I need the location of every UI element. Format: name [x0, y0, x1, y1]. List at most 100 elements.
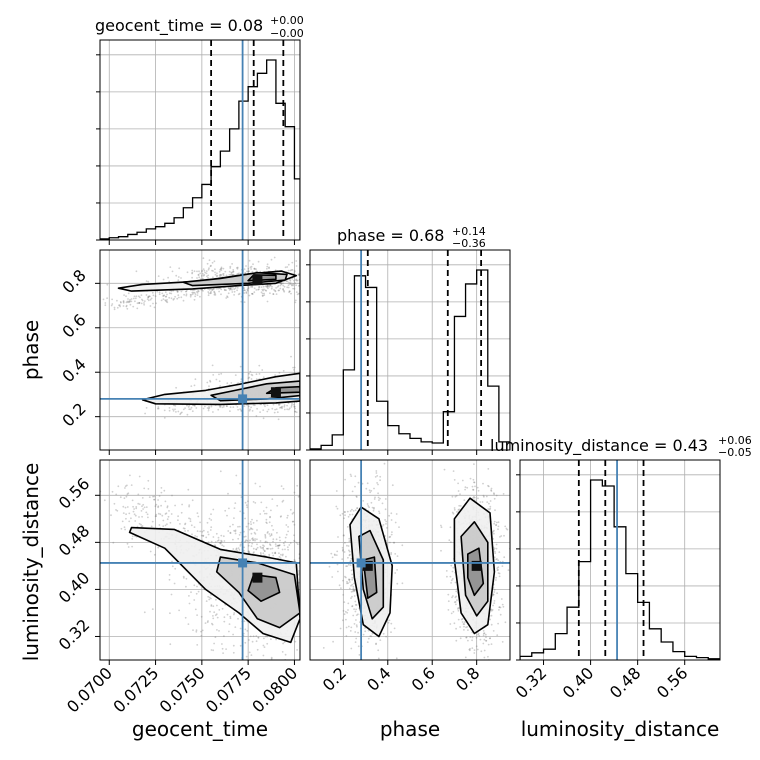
scatter-point: [330, 370, 332, 372]
scatter-point: [203, 269, 206, 272]
scatter-point: [229, 274, 232, 276]
scatter-point: [256, 538, 258, 541]
scatter-point: [178, 267, 181, 270]
scatter-point: [305, 585, 307, 587]
scatter-point: [232, 538, 234, 541]
scatter-point: [387, 621, 390, 624]
scatter-point: [294, 407, 297, 410]
scatter-point: [318, 601, 320, 603]
scatter-point: [305, 271, 307, 273]
scatter-point: [304, 279, 306, 281]
scatter-point: [225, 297, 228, 299]
scatter-point: [288, 281, 290, 284]
scatter-point: [124, 528, 126, 531]
scatter-point: [253, 669, 255, 671]
scatter-point: [382, 632, 385, 635]
scatter-point: [236, 406, 239, 408]
scatter-point: [164, 513, 167, 515]
scatter-point: [337, 570, 339, 573]
panel-phase-vs-distance: 0.2 0.4 0.6 0.8 phase: [309, 459, 511, 741]
scatter-point: [287, 548, 289, 551]
scatter-point: [385, 520, 388, 523]
scatter-point: [275, 545, 277, 547]
scatter-point: [147, 479, 150, 482]
scatter-point: [263, 545, 265, 547]
scatter-point: [347, 515, 350, 518]
scatter-point: [188, 505, 191, 508]
scatter-point: [355, 614, 358, 616]
scatter-point: [327, 392, 329, 394]
scatter-point: [249, 266, 252, 269]
scatter-point: [495, 543, 498, 546]
scatter-point: [482, 630, 485, 632]
scatter-point: [319, 555, 321, 557]
scatter-point: [328, 565, 331, 568]
scatter-point: [245, 655, 248, 658]
scatter-point: [319, 277, 321, 279]
scatter-point: [269, 284, 272, 287]
scatter-point: [211, 261, 214, 264]
scatter-point: [191, 291, 194, 294]
scatter-point: [202, 268, 205, 270]
scatter-point: [189, 408, 192, 411]
scatter-point: [92, 303, 94, 305]
scatter-point: [234, 530, 237, 533]
scatter-point: [294, 299, 297, 302]
scatter-point: [293, 371, 296, 374]
scatter-point: [262, 510, 265, 512]
scatter-point: [271, 524, 273, 527]
scatter-point: [250, 268, 253, 270]
scatter-point: [247, 544, 250, 547]
scatter-point: [127, 492, 130, 495]
scatter-point: [350, 590, 353, 593]
scatter-point: [234, 502, 237, 504]
scatter-point: [168, 409, 171, 412]
scatter-point: [270, 656, 273, 659]
scatter-point: [324, 281, 326, 283]
scatter-point: [317, 398, 319, 400]
scatter-point: [259, 552, 262, 554]
scatter-point: [344, 610, 347, 613]
scatter-point: [203, 274, 206, 276]
scatter-point: [293, 559, 296, 561]
scatter-point: [189, 518, 192, 520]
scatter-point: [229, 265, 232, 268]
scatter-point: [178, 296, 180, 299]
scatter-point: [244, 541, 246, 543]
scatter-point: [326, 387, 328, 389]
scatter-point: [321, 277, 323, 279]
scatter-point: [228, 507, 230, 510]
scatter-point: [247, 287, 250, 290]
scatter-point: [350, 584, 352, 587]
scatter-point: [293, 369, 295, 371]
scatter-point: [266, 404, 269, 407]
scatter-point: [287, 286, 290, 289]
scatter-point: [104, 304, 107, 307]
scatter-point: [372, 509, 375, 512]
scatter-point: [311, 284, 313, 286]
scatter-point: [259, 545, 262, 548]
scatter-point: [351, 605, 354, 607]
scatter-point: [197, 273, 200, 276]
scatter-point: [489, 637, 491, 640]
scatter-point: [301, 393, 303, 395]
scatter-point: [232, 270, 235, 273]
scatter-point: [345, 635, 348, 637]
scatter-point: [293, 366, 296, 369]
title-geocent-time-value: 0.08: [228, 16, 264, 35]
scatter-point: [217, 287, 220, 290]
scatter-point: [247, 500, 249, 503]
scatter-point: [233, 290, 236, 293]
scatter-point: [252, 635, 255, 638]
scatter-point: [477, 497, 479, 500]
scatter-point: [273, 411, 276, 414]
scatter-point: [316, 396, 318, 398]
scatter-point: [248, 541, 251, 544]
scatter-point: [191, 533, 193, 536]
scatter-point: [288, 407, 291, 410]
scatter-point: [164, 291, 167, 294]
scatter-point: [344, 541, 346, 544]
scatter-point: [281, 548, 284, 551]
scatter-point: [331, 379, 333, 381]
scatter-point: [246, 288, 249, 291]
